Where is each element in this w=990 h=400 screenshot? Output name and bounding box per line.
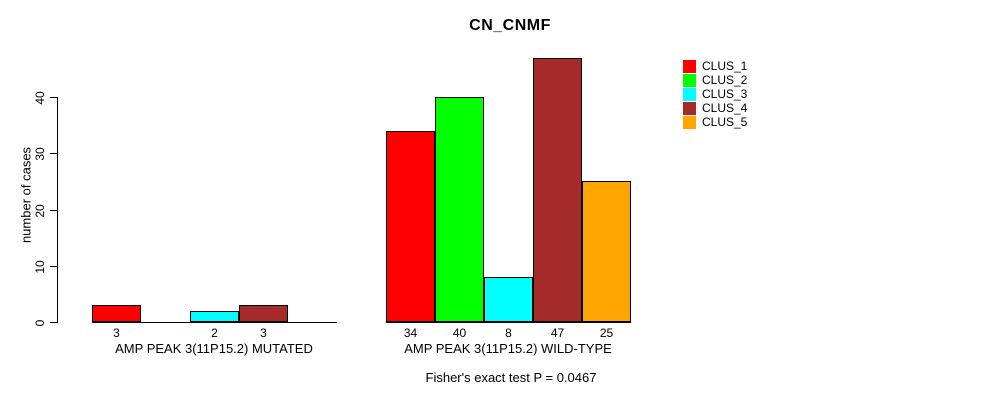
legend-item-label: CLUS_5 — [702, 115, 748, 129]
y-tick-label: 0 — [33, 319, 47, 327]
group-baseline — [386, 322, 631, 323]
bar-value-label: 40 — [452, 326, 467, 340]
legend-item-label: CLUS_4 — [702, 101, 748, 115]
legend-swatch-icon — [683, 73, 696, 87]
bar-clus_3-group2 — [484, 277, 533, 322]
legend-item-clus_5: CLUS_5 — [683, 115, 747, 129]
y-tick-label: 30 — [33, 147, 47, 161]
bar-value-label: 8 — [505, 326, 512, 340]
legend-item-label: CLUS_1 — [702, 59, 748, 73]
legend-item-clus_4: CLUS_4 — [683, 101, 747, 115]
bar-value-label: 2 — [211, 326, 218, 340]
legend: CLUS_1 CLUS_2 CLUS_3 CLUS_4 CLUS_5 — [683, 59, 747, 129]
legend-swatch-icon — [683, 59, 696, 73]
bar-clus_1-group2 — [386, 131, 435, 322]
bar-clus_2-group2 — [435, 97, 484, 322]
y-tick-mark — [50, 97, 57, 98]
fisher-test-annotation: Fisher's exact test P = 0.0467 — [425, 370, 597, 385]
legend-item-label: CLUS_3 — [702, 87, 748, 101]
bar-clus_4-group2 — [533, 58, 582, 322]
y-tick-label: 40 — [33, 91, 47, 105]
bar-value-label: 25 — [599, 326, 614, 340]
bar-value-label: 3 — [260, 326, 267, 340]
legend-item-clus_3: CLUS_3 — [683, 87, 747, 101]
y-tick-label: 20 — [33, 204, 47, 218]
y-tick-mark — [50, 153, 57, 154]
y-tick-mark — [50, 210, 57, 211]
legend-swatch-icon — [683, 101, 696, 115]
legend-swatch-icon — [683, 87, 696, 101]
legend-item-label: CLUS_2 — [702, 73, 748, 87]
bar-clus_4-group1 — [239, 305, 288, 322]
x-category-label-mutated: AMP PEAK 3(11P15.2) MUTATED — [115, 341, 313, 356]
group-baseline — [92, 322, 337, 323]
y-tick-mark — [50, 322, 57, 323]
y-axis-label: number of cases — [18, 146, 34, 244]
legend-swatch-icon — [683, 115, 696, 129]
chart-title: CN_CNMF — [469, 17, 551, 34]
legend-item-clus_1: CLUS_1 — [683, 59, 747, 73]
y-axis-line — [57, 97, 58, 323]
x-category-label-wild-type: AMP PEAK 3(11P15.2) WILD-TYPE — [404, 341, 612, 356]
bar-clus_3-group1 — [190, 311, 239, 322]
bar-value-label: 34 — [403, 326, 418, 340]
legend-item-clus_2: CLUS_2 — [683, 73, 747, 87]
bar-clus_1-group1 — [92, 305, 141, 322]
y-tick-label: 10 — [33, 260, 47, 274]
bar-clus_5-group2 — [582, 181, 631, 322]
bar-value-label: 47 — [550, 326, 565, 340]
y-tick-mark — [50, 266, 57, 267]
bar-value-label: 3 — [113, 326, 120, 340]
